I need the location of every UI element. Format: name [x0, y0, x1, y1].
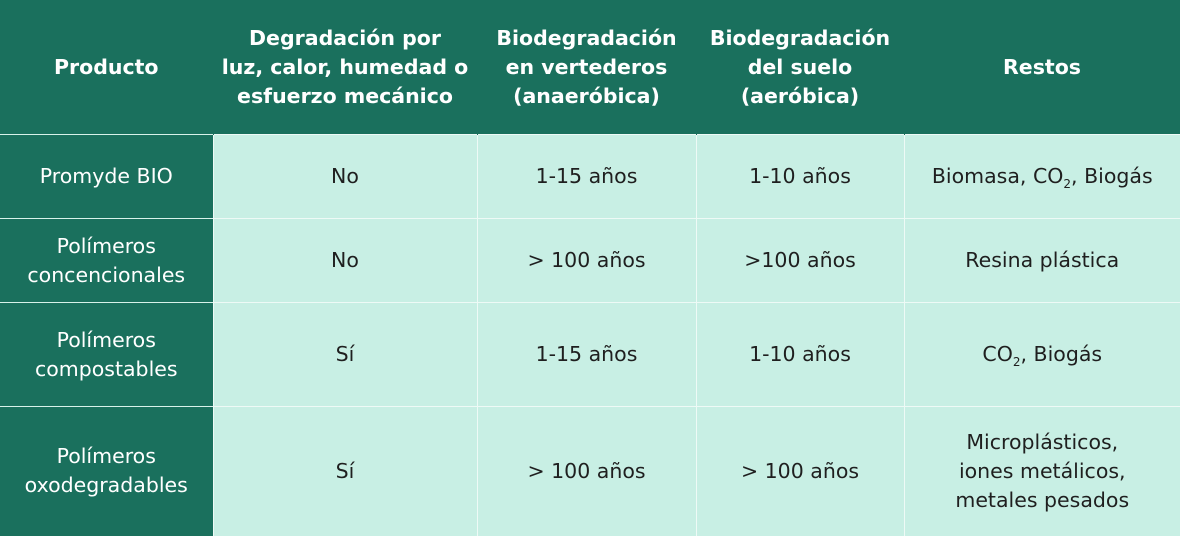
residues-text-suffix: , Biogás	[1020, 342, 1103, 366]
header-product: Producto	[0, 0, 214, 135]
table-row: Promyde BIO No 1-15 años 1-10 años Bioma…	[0, 134, 1180, 219]
residues-cell: Microplásticos, iones metálicos, metales…	[903, 406, 1180, 536]
residues-cell: CO2, Biogás	[903, 302, 1180, 407]
product-cell: Polímeros oxodegradables	[0, 406, 213, 536]
soil-cell: 1-10 años	[695, 134, 904, 219]
header-row: Producto Degradación por luz, calor, hum…	[0, 0, 1180, 135]
header-landfill-biodegradation: Biodegradación en vertederos (anaeróbica…	[477, 0, 697, 135]
degradation-cell: Sí	[212, 406, 477, 536]
landfill-cell: > 100 años	[476, 406, 696, 536]
product-cell: Polímeros compostables	[0, 302, 213, 407]
residues-text: CO	[982, 342, 1013, 366]
landfill-cell: 1-15 años	[476, 134, 696, 219]
header-degradation: Degradación por luz, calor, humedad o es…	[213, 0, 478, 135]
soil-cell: > 100 años	[695, 406, 904, 536]
soil-cell: 1-10 años	[695, 302, 904, 407]
residues-cell: Resina plástica	[903, 218, 1180, 303]
product-cell: Promyde BIO	[0, 134, 213, 219]
residues-cell: Biomasa, CO2, Biogás	[903, 134, 1180, 219]
degradation-cell: No	[212, 134, 477, 219]
table-row: Polímeros oxodegradables Sí > 100 años >…	[0, 406, 1180, 536]
degradation-cell: No	[212, 218, 477, 303]
landfill-cell: 1-15 años	[476, 302, 696, 407]
soil-cell: >100 años	[695, 218, 904, 303]
table-row: Polímeros concencionales No > 100 años >…	[0, 218, 1180, 303]
product-cell: Polímeros concencionales	[0, 218, 213, 303]
subscript-two: 2	[1063, 177, 1072, 192]
table-row: Polímeros compostables Sí 1-15 años 1-10…	[0, 302, 1180, 407]
subscript-two: 2	[1012, 355, 1021, 370]
landfill-cell: > 100 años	[476, 218, 696, 303]
residues-text-suffix: , Biogás	[1071, 164, 1153, 188]
header-soil-biodegradation: Biodegradación del suelo (aeróbica)	[696, 0, 905, 135]
degradation-cell: Sí	[212, 302, 477, 407]
header-residues: Restos	[904, 0, 1180, 135]
residues-text: Biomasa, CO	[931, 164, 1064, 188]
